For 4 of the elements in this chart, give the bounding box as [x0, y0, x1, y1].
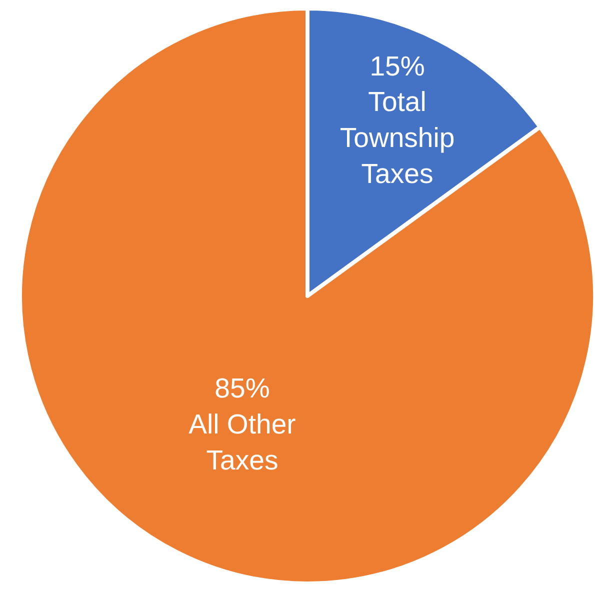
data-label: 15%	[370, 50, 425, 82]
slice-label: All Other Taxes	[188, 408, 296, 476]
data-label: 85%	[214, 372, 270, 404]
slice-label: Total Township Taxes	[340, 86, 455, 189]
